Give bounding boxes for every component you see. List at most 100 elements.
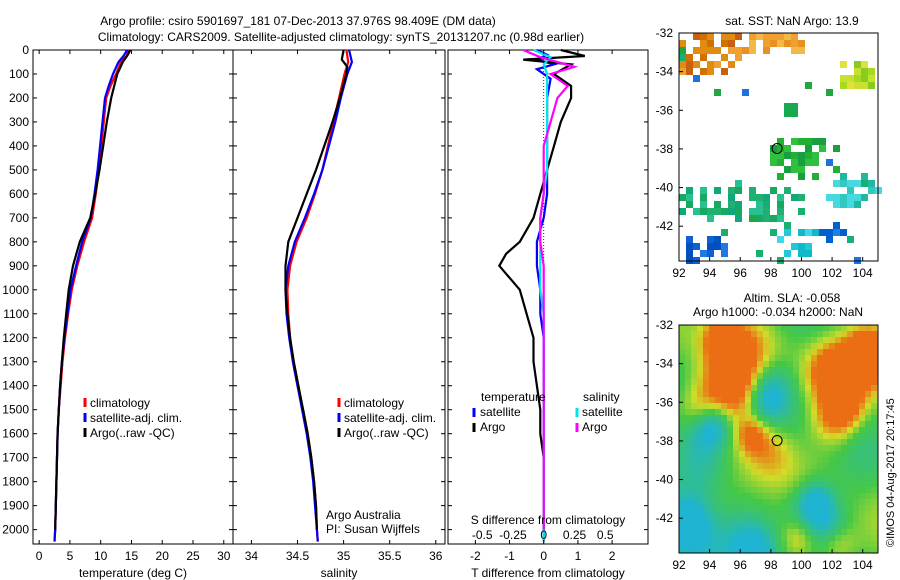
sst-cell	[707, 236, 714, 243]
sst-cell	[861, 68, 868, 75]
sst-cell	[798, 166, 805, 173]
sla-cell	[871, 439, 877, 445]
sla-cell	[787, 475, 793, 481]
sla-cell	[835, 367, 841, 373]
sla-cell	[709, 529, 715, 535]
sla-cell	[715, 397, 721, 403]
sla-cell	[859, 475, 865, 481]
sla-cell	[835, 463, 841, 469]
x-tick-label: 15	[125, 549, 139, 563]
sla-cell	[871, 457, 877, 463]
sla-cell	[727, 457, 733, 463]
sla-cell	[697, 481, 703, 487]
sla-cell	[715, 337, 721, 343]
sla-cell	[865, 427, 871, 433]
sla-cell	[739, 361, 745, 367]
sla-cell	[727, 481, 733, 487]
sla-cell	[703, 547, 709, 553]
sst-cell	[693, 243, 700, 250]
sla-cell	[817, 397, 823, 403]
map-x-tick-label: 100	[791, 266, 811, 280]
map-y-tick-label: -36	[656, 103, 674, 117]
sla-cell	[691, 439, 697, 445]
map-x-tick-label: 94	[703, 266, 717, 280]
map-y-tick-label: -38	[656, 142, 674, 156]
sla-cell	[745, 481, 751, 487]
sla-cell	[679, 349, 685, 355]
sst-cell	[847, 201, 854, 208]
sla-cell	[805, 337, 811, 343]
sla-cell	[841, 355, 847, 361]
sla-cell	[829, 535, 835, 541]
sla-cell	[769, 481, 775, 487]
sla-cell	[739, 409, 745, 415]
sla-cell	[721, 511, 727, 517]
sst-cell	[784, 187, 791, 194]
sla-cell	[757, 325, 763, 331]
sla-cell	[691, 469, 697, 475]
sla-cell	[739, 469, 745, 475]
sla-cell	[691, 511, 697, 517]
sla-cell	[841, 337, 847, 343]
sla-cell	[805, 343, 811, 349]
sla-cell	[709, 451, 715, 457]
sla-cell	[697, 511, 703, 517]
sla-cell	[679, 511, 685, 517]
sla-cell	[733, 355, 739, 361]
sla-cell	[781, 547, 787, 553]
sla-cell	[835, 493, 841, 499]
sla-cell	[835, 361, 841, 367]
sla-cell	[781, 499, 787, 505]
sla-cell	[697, 421, 703, 427]
sla-cell	[691, 367, 697, 373]
sla-cell	[715, 415, 721, 421]
sst-cell	[854, 194, 861, 201]
sla-cell	[745, 379, 751, 385]
sla-cell	[793, 511, 799, 517]
sla-cell	[871, 397, 877, 403]
sla-cell	[757, 481, 763, 487]
sla-cell	[775, 391, 781, 397]
sla-cell	[727, 343, 733, 349]
sla-cell	[727, 397, 733, 403]
sla-cell	[715, 439, 721, 445]
sst-cell	[728, 40, 735, 47]
sla-cell	[757, 517, 763, 523]
sla-cell	[751, 331, 757, 337]
sla-cell	[841, 487, 847, 493]
sst-cell	[784, 40, 791, 47]
sla-cell	[853, 475, 859, 481]
sla-cell	[763, 385, 769, 391]
sst-cell	[693, 47, 700, 54]
sst-cell	[833, 180, 840, 187]
sla-cell	[775, 535, 781, 541]
sla-cell	[805, 415, 811, 421]
sla-cell	[709, 493, 715, 499]
sla-cell	[763, 493, 769, 499]
sst-cell	[756, 215, 763, 222]
sla-cell	[727, 439, 733, 445]
salinity-axes-frame	[232, 49, 446, 545]
sla-cell	[811, 409, 817, 415]
sst-cell	[791, 166, 798, 173]
sst-cell	[798, 40, 805, 47]
sst-cell	[700, 54, 707, 61]
sla-cell	[865, 391, 871, 397]
sla-cell	[727, 349, 733, 355]
sla-cell	[799, 343, 805, 349]
sst-cell	[791, 159, 798, 166]
sla-cell	[853, 451, 859, 457]
sla-cell	[793, 439, 799, 445]
sst-cell	[714, 243, 721, 250]
sla-cell	[805, 349, 811, 355]
sla-cell	[811, 445, 817, 451]
sla-cell	[847, 403, 853, 409]
y-tick-label: 500	[9, 163, 29, 177]
sla-cell	[817, 331, 823, 337]
sla-cell	[871, 433, 877, 439]
sla-cell	[865, 355, 871, 361]
sla-cell	[709, 397, 715, 403]
sla-cell	[829, 499, 835, 505]
sla-cell	[721, 499, 727, 505]
sla-cell	[739, 505, 745, 511]
